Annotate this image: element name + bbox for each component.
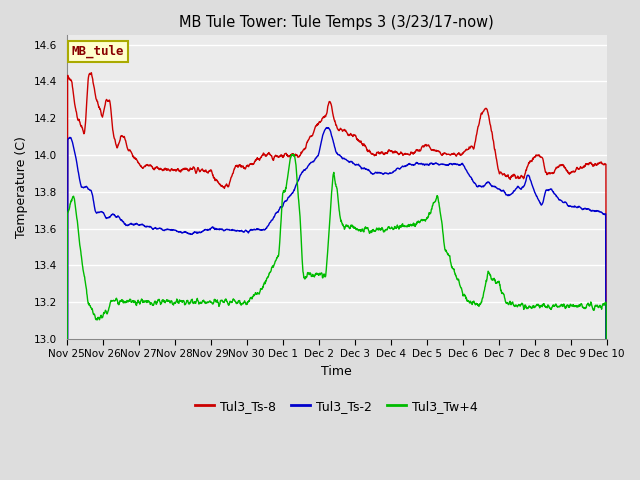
Legend: Tul3_Ts-8, Tul3_Ts-2, Tul3_Tw+4: Tul3_Ts-8, Tul3_Ts-2, Tul3_Tw+4 [190,395,483,418]
Text: MB_tule: MB_tule [72,45,124,58]
X-axis label: Time: Time [321,365,352,378]
Y-axis label: Temperature (C): Temperature (C) [15,136,28,238]
Title: MB Tule Tower: Tule Temps 3 (3/23/17-now): MB Tule Tower: Tule Temps 3 (3/23/17-now… [179,15,494,30]
